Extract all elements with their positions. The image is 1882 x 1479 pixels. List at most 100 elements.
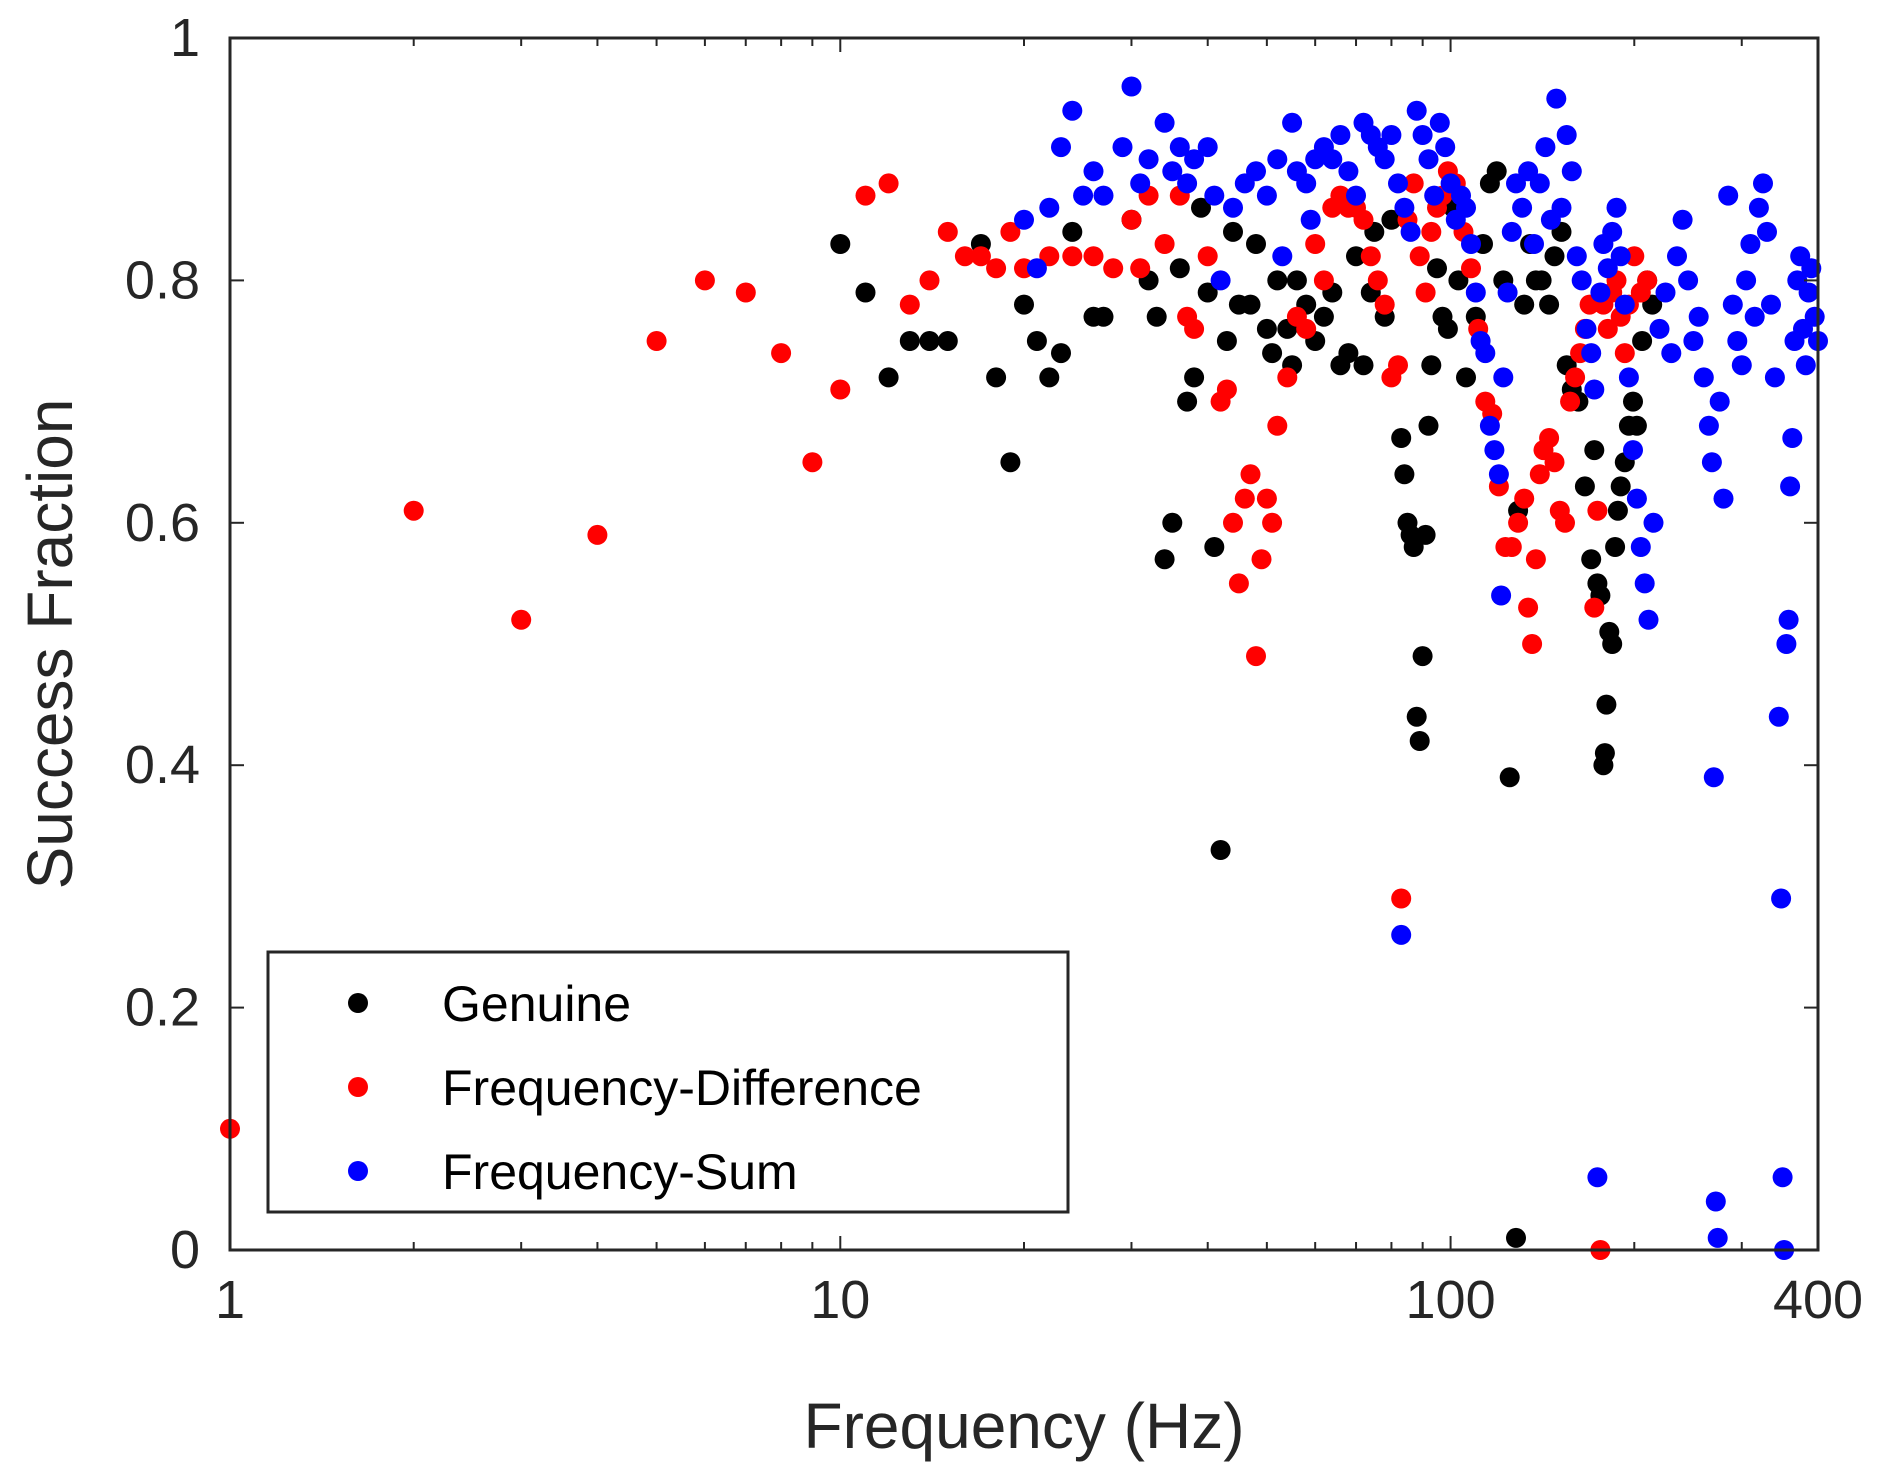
data-point (937, 331, 958, 351)
data-point (1661, 343, 1682, 364)
data-point (1560, 391, 1581, 412)
data-point (771, 343, 792, 364)
data-point (1776, 634, 1797, 654)
data-point (1353, 355, 1374, 376)
data-point (1614, 343, 1635, 364)
data-point (1688, 306, 1709, 327)
legend-item: Genuine (348, 976, 631, 1032)
data-point (587, 524, 608, 545)
data-point (830, 379, 851, 400)
data-point (1409, 731, 1430, 751)
data-point (1643, 512, 1664, 533)
data-point (1581, 549, 1602, 570)
y-tick-label: 0.8 (125, 250, 200, 310)
data-point (1338, 161, 1359, 182)
data-point (1184, 318, 1205, 339)
data-point (1300, 209, 1321, 230)
legend-item: Frequency-Difference (348, 1060, 922, 1116)
data-point (1479, 415, 1500, 436)
data-point (1338, 343, 1359, 364)
legend-marker (348, 993, 368, 1013)
data-point (1204, 537, 1225, 557)
data-point (899, 294, 920, 315)
data-point (1184, 367, 1205, 388)
data-point (1456, 197, 1476, 218)
data-point (1062, 221, 1083, 242)
data-point (1597, 258, 1618, 279)
x-axis-title: Frequency (Hz) (804, 1390, 1245, 1462)
data-point (1296, 318, 1317, 339)
data-point (1412, 646, 1433, 667)
data-point (1154, 234, 1175, 254)
data-point (1427, 258, 1447, 279)
data-point (1039, 367, 1060, 388)
data-point (1531, 270, 1552, 291)
data-point (1768, 706, 1789, 727)
data-point (1083, 161, 1104, 182)
data-point (1512, 197, 1533, 218)
data-point (986, 367, 1007, 388)
x-tick-labels: 1 10 100 400 (215, 1270, 1863, 1330)
data-point (1418, 415, 1439, 436)
data-point (1566, 246, 1587, 267)
data-point (1798, 282, 1819, 303)
data-point (1313, 270, 1334, 291)
data-point (1216, 331, 1237, 351)
data-point (1130, 258, 1151, 279)
data-point (1461, 258, 1481, 279)
data-point (1727, 331, 1748, 351)
data-point (1602, 221, 1623, 242)
data-point (1267, 270, 1288, 291)
data-point (1655, 282, 1676, 303)
data-point (1240, 294, 1261, 315)
data-point (1177, 173, 1198, 194)
data-point (899, 331, 920, 351)
data-point (1246, 234, 1266, 254)
data-point (878, 173, 899, 194)
data-point (1638, 609, 1659, 630)
data-point (1191, 197, 1211, 218)
legend-label: Genuine (442, 976, 631, 1032)
data-point (1610, 476, 1631, 497)
data-point (1475, 343, 1496, 364)
data-point (694, 270, 715, 291)
data-point (1000, 221, 1021, 242)
data-point (1637, 270, 1658, 291)
data-point (1501, 537, 1522, 557)
data-point (1051, 137, 1071, 158)
data-point (1594, 743, 1615, 764)
data-point (1571, 270, 1592, 291)
data-point (1707, 1227, 1728, 1248)
data-point (802, 452, 823, 473)
data-point (1701, 452, 1722, 473)
data-point (1606, 197, 1627, 218)
data-point (1353, 209, 1374, 230)
data-point (1535, 137, 1556, 158)
data-point (1801, 258, 1822, 279)
data-point (1251, 549, 1272, 570)
data-point (1360, 246, 1381, 267)
data-point (1518, 597, 1539, 618)
data-point (1262, 343, 1283, 364)
data-point (1574, 476, 1595, 497)
data-point (1223, 197, 1243, 218)
y-tick-label: 0.6 (125, 493, 200, 553)
data-point (1388, 173, 1408, 194)
data-point (1322, 149, 1343, 170)
data-point (1388, 355, 1408, 376)
y-tick-label: 0 (170, 1220, 200, 1280)
data-point (1461, 234, 1481, 254)
data-point (1484, 440, 1505, 461)
data-point (1223, 221, 1243, 242)
data-point (830, 234, 851, 254)
data-point (1555, 512, 1575, 533)
data-point (1409, 246, 1430, 267)
data-point (1437, 318, 1458, 339)
y-tick-label: 0.2 (125, 978, 200, 1038)
data-point (1282, 112, 1303, 133)
data-point (1448, 270, 1469, 291)
data-point (1703, 767, 1724, 788)
data-point (1605, 537, 1626, 557)
data-point (1146, 306, 1167, 327)
